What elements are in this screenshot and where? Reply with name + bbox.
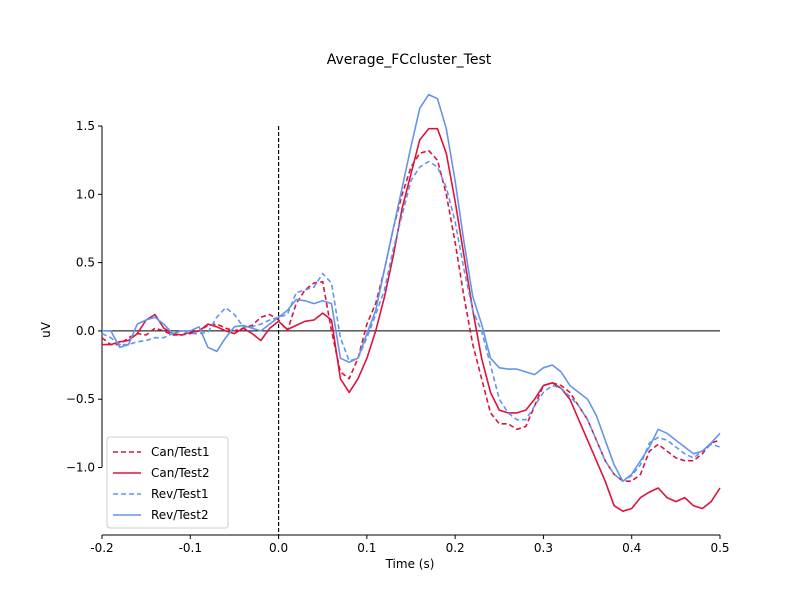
legend-label: Rev/Test2	[151, 508, 209, 522]
x-tick-label: 0.5	[710, 541, 729, 555]
y-tick-label: −1.0	[66, 461, 95, 475]
y-tick-label: 0.0	[76, 324, 95, 338]
x-axis-label: Time (s)	[385, 557, 435, 571]
x-tick-label: 0.1	[357, 541, 376, 555]
x-tick-label: 0.2	[446, 541, 465, 555]
legend-label: Can/Test2	[151, 466, 210, 480]
series-line-can-test2	[102, 127, 721, 513]
x-tick-label: 0.3	[534, 541, 553, 555]
y-axis-label: uV	[39, 321, 53, 338]
series-line-can-test1	[101, 149, 721, 483]
y-tick-label: −0.5	[66, 392, 95, 406]
y-tick-label: 1.0	[76, 187, 95, 201]
x-tick-label: 0.0	[269, 541, 288, 555]
series-lines	[101, 93, 721, 513]
series-line-rev-test2	[102, 93, 721, 483]
chart-title: Average_FCcluster_Test	[327, 52, 492, 68]
x-ticks: -0.2 -0.1 0.0 0.1 0.2 0.3 0.4 0.5	[90, 535, 730, 555]
x-tick-label: 0.4	[622, 541, 641, 555]
x-tick-label: -0.1	[179, 541, 202, 555]
x-tick-label: -0.2	[90, 541, 113, 555]
series-line-rev-test1	[101, 160, 721, 483]
legend: Can/Test1 Can/Test2 Rev/Test1 Rev/Test2	[106, 436, 229, 529]
y-tick-label: 1.5	[76, 119, 95, 133]
legend-label: Can/Test1	[151, 445, 210, 459]
legend-frame	[106, 436, 229, 529]
legend-label: Rev/Test1	[151, 487, 209, 501]
axes: -0.2 -0.1 0.0 0.1 0.2 0.3 0.4 0.5 1.5 1.0 0.5 0.0 −…	[66, 119, 730, 555]
y-ticks: 1.5 1.0 0.5 0.0 −0.5 −1.0	[66, 119, 102, 475]
y-tick-label: 0.5	[76, 256, 95, 270]
